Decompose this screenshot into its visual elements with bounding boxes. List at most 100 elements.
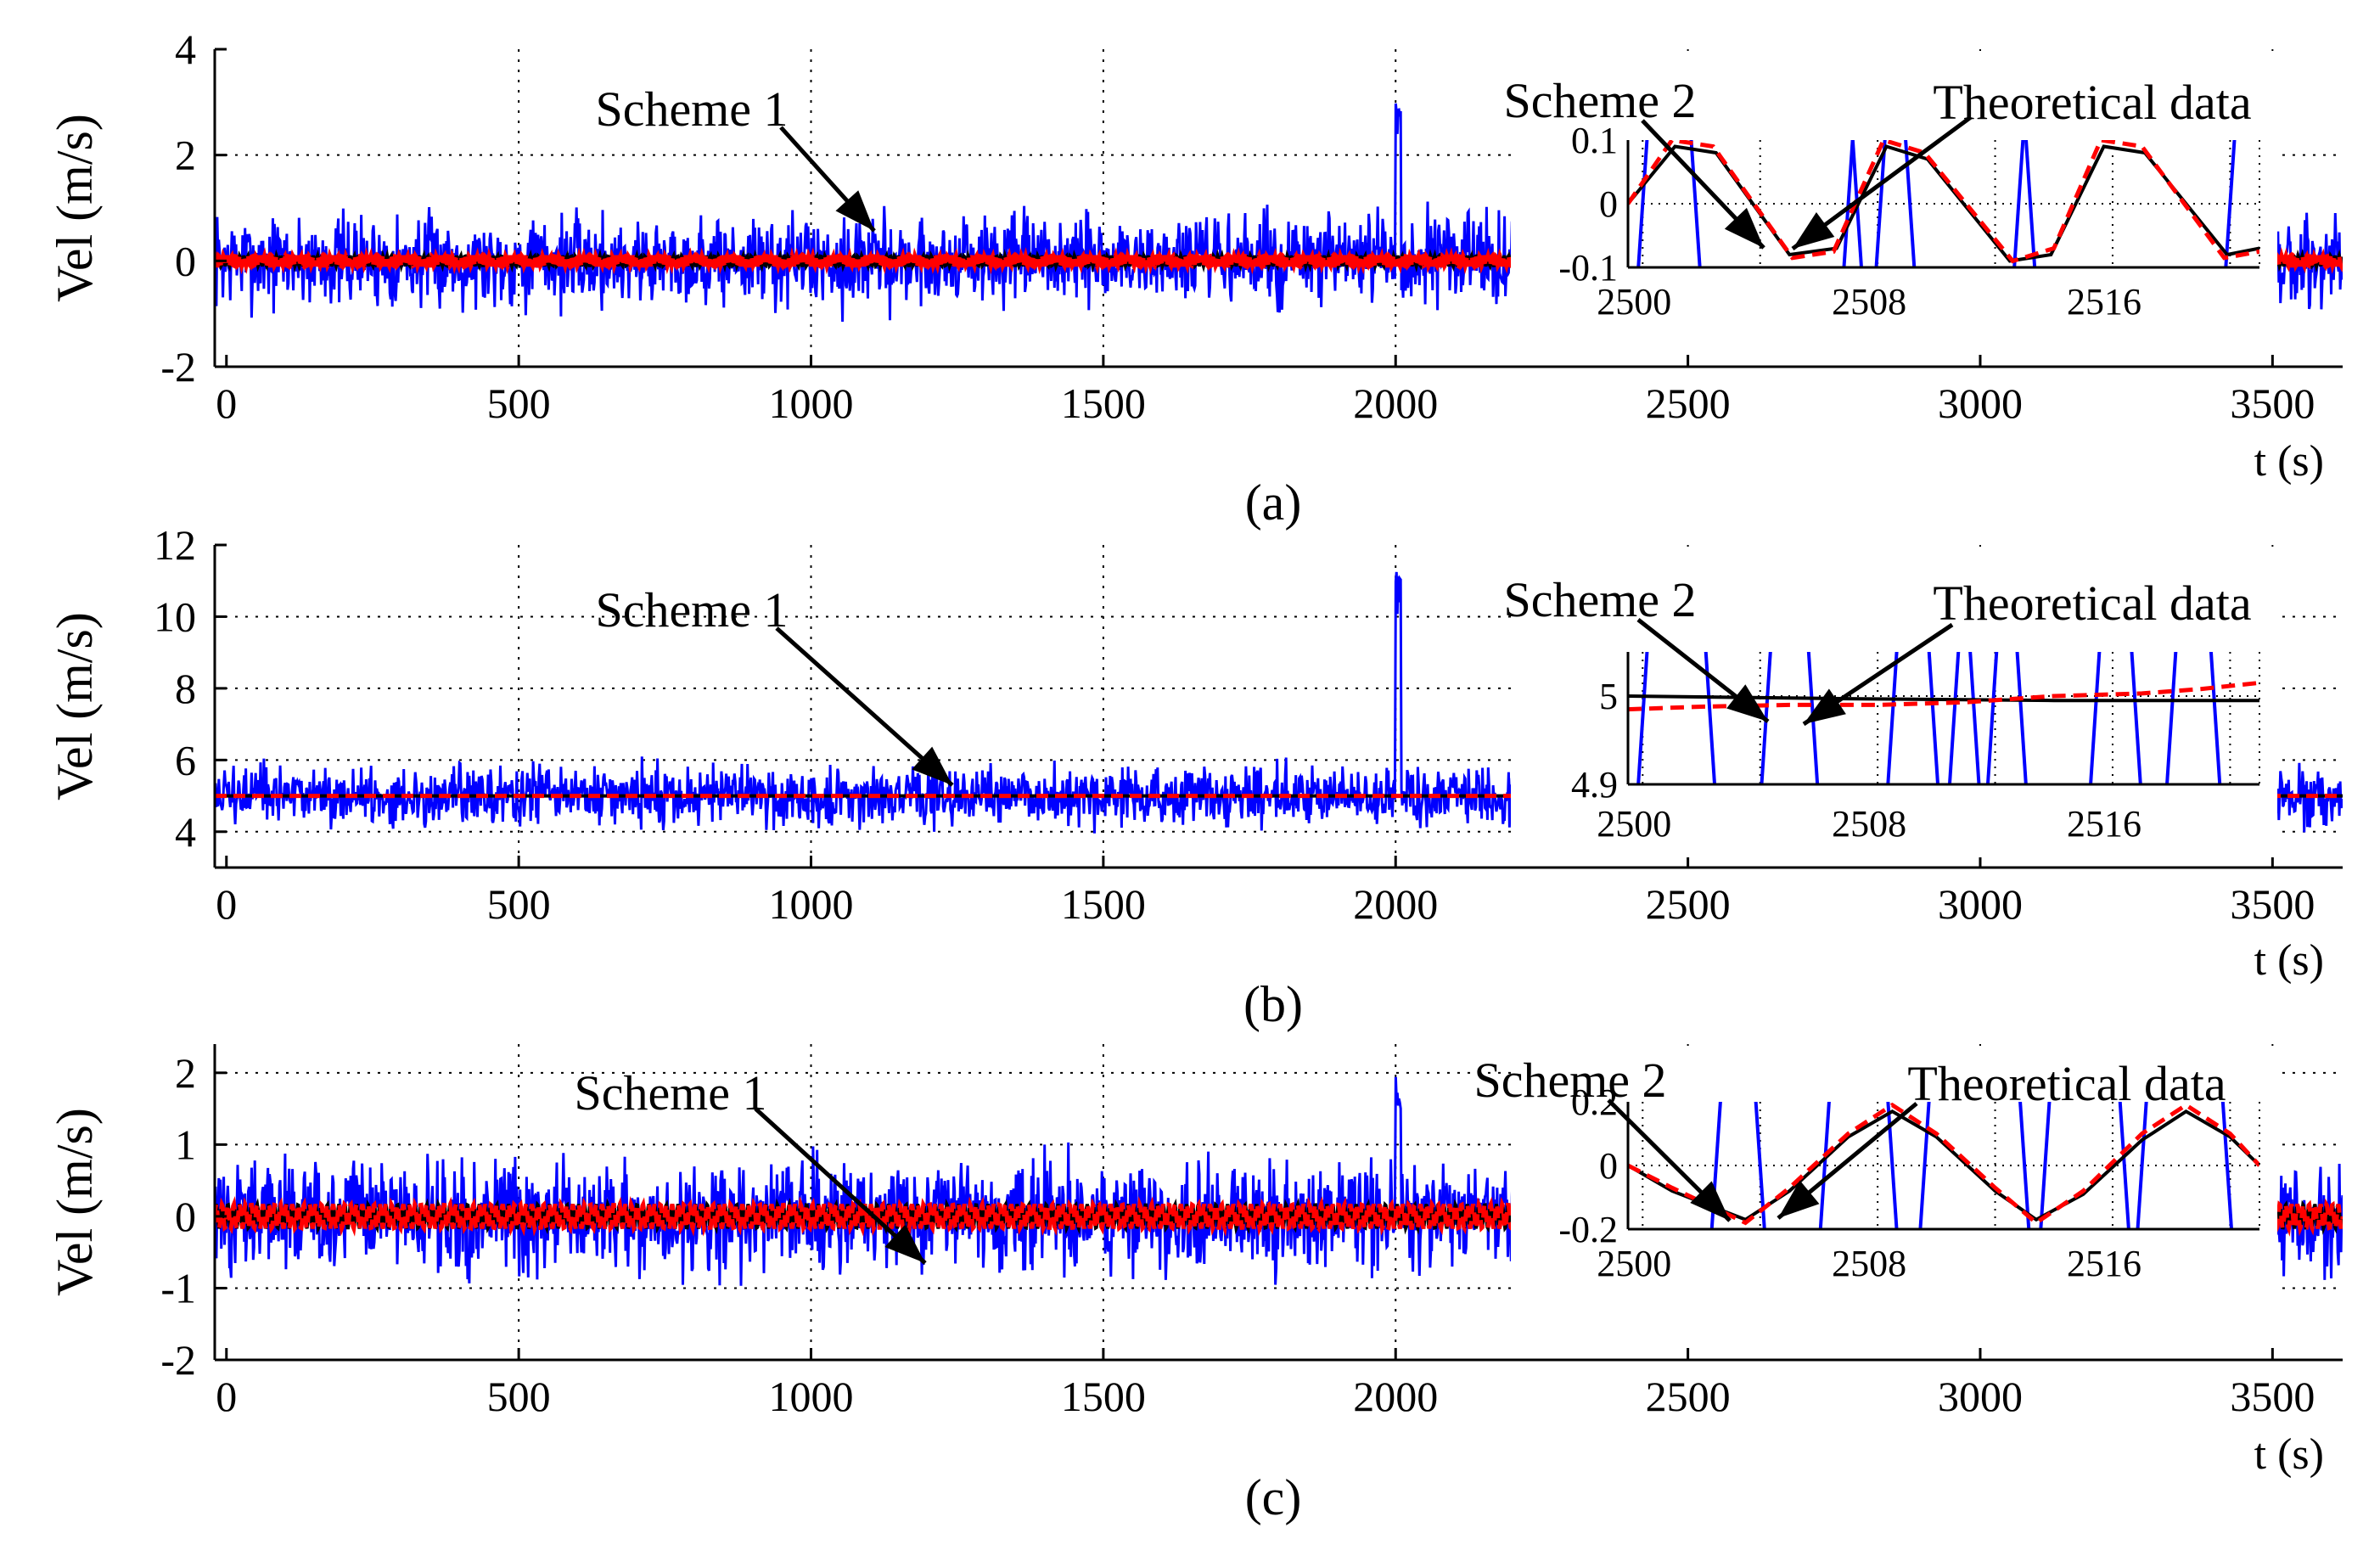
x-tick-label: 1000 bbox=[769, 379, 854, 427]
inset-scheme1-segment bbox=[2018, 1102, 2031, 1229]
panel-a: 0 500 1000 1500 2000 2500 3000 3500 -2 0 2 4 Vel (m/… bbox=[47, 25, 2343, 531]
inset-scheme1-segment bbox=[1818, 1102, 1831, 1229]
x-axis-label: t (s) bbox=[2254, 1430, 2324, 1479]
inset-scheme1-segment bbox=[1985, 652, 1999, 784]
scheme2-arrow-head bbox=[1690, 1181, 1730, 1221]
inset-x-tick-label: 2500 bbox=[1597, 803, 1671, 845]
x-tick-label: 3000 bbox=[1938, 880, 2023, 928]
inset-x-tick-label: 2500 bbox=[1597, 1243, 1671, 1284]
scheme1-annotation: Scheme 1 bbox=[595, 582, 788, 637]
y-tick-label: -2 bbox=[160, 343, 196, 390]
inset-scheme1-segment bbox=[2012, 140, 2025, 267]
inset-scheme2-line bbox=[1628, 1102, 2259, 1226]
y-tick-label: 2 bbox=[175, 132, 196, 179]
inset: 2500 2508 2516 5 4.9 bbox=[1533, 635, 2275, 857]
x-tick-label: 3500 bbox=[2230, 1373, 2315, 1420]
inset-scheme1-segment bbox=[1886, 652, 1899, 784]
inset-y-tick-label: -0.1 bbox=[1558, 247, 1618, 289]
panel-b: 0 500 1000 1500 2000 2500 3000 3500 4 6 8 10 12 Vel (… bbox=[47, 521, 2343, 1032]
inset-y-tick-label: 4.9 bbox=[1571, 764, 1618, 806]
inset-scheme1-segment bbox=[1689, 140, 1702, 267]
inset-scheme1-segment bbox=[1927, 652, 1940, 784]
inset-x-tick-label: 2500 bbox=[1597, 281, 1671, 323]
inset-scheme1-segment bbox=[1904, 140, 1917, 267]
inset-scheme1-segment bbox=[2220, 1102, 2234, 1229]
x-tick-label: 500 bbox=[487, 1373, 551, 1420]
x-tick-label: 0 bbox=[216, 880, 237, 928]
inset: 2500 2508 2516 0.1 0 -0.1 bbox=[1533, 120, 2275, 336]
inset-theoretical-line bbox=[1628, 144, 2259, 263]
x-tick-label: 2000 bbox=[1353, 1373, 1438, 1420]
theoretical-annotation: Theoretical data bbox=[1933, 576, 2251, 631]
x-axis-label: t (s) bbox=[2254, 437, 2324, 486]
inset-scheme2-line bbox=[1628, 140, 2259, 264]
inset-scheme1-segment bbox=[1704, 652, 1717, 784]
panel-caption: (a) bbox=[1245, 475, 1302, 531]
x-tick-label: 500 bbox=[487, 379, 551, 427]
x-tick-label: 1500 bbox=[1061, 1373, 1146, 1420]
theoretical-annotation: Theoretical data bbox=[1933, 75, 2251, 130]
x-tick-label: 2500 bbox=[1646, 880, 1731, 928]
y-tick-label: 10 bbox=[154, 593, 196, 640]
inset-x-tick-label: 2516 bbox=[2067, 1243, 2141, 1284]
inset-y-tick-label: -0.2 bbox=[1558, 1209, 1618, 1250]
x-tick-label: 3000 bbox=[1938, 379, 2023, 427]
inset-background bbox=[1533, 635, 2275, 857]
y-tick-label: 8 bbox=[175, 665, 196, 712]
inset-x-tick-label: 2508 bbox=[1832, 803, 1906, 845]
inset-scheme1-segment bbox=[1918, 1102, 1931, 1229]
theoretical-annotation: Theoretical data bbox=[1907, 1056, 2226, 1111]
y-axis-label: Vel (m/s) bbox=[47, 612, 103, 800]
scheme1-annotation: Scheme 1 bbox=[574, 1065, 766, 1120]
y-tick-label: 6 bbox=[175, 736, 196, 784]
inset-scheme2-line bbox=[1628, 680, 2259, 712]
scheme1-arrow-head bbox=[835, 190, 874, 231]
y-tick-label: 0 bbox=[175, 237, 196, 284]
inset-scheme1-segment bbox=[1636, 652, 1649, 784]
inset-y-tick-label: 0 bbox=[1599, 183, 1618, 225]
scheme2-arrow-head bbox=[1726, 684, 1768, 722]
panel-c: 0 500 1000 1500 2000 2500 3000 3500 -2 -1 0 1 2 Vel (… bbox=[47, 1044, 2343, 1525]
inset-background bbox=[1533, 1090, 2275, 1300]
inset-scheme1-segment bbox=[1709, 1102, 1722, 1229]
x-tick-label: 0 bbox=[216, 1373, 237, 1420]
y-tick-label: 4 bbox=[175, 25, 196, 73]
scheme1-arrow-head bbox=[912, 746, 952, 785]
theoretical-arrow-head bbox=[1804, 688, 1846, 724]
inset-scheme1-segment bbox=[2118, 1102, 2130, 1229]
inset-scheme1-segment bbox=[2024, 140, 2037, 267]
x-axis-label: t (s) bbox=[2254, 936, 2324, 985]
scheme2-arrow-head bbox=[1724, 207, 1764, 248]
x-tick-label: 1000 bbox=[769, 880, 854, 928]
y-tick-label: 0 bbox=[175, 1193, 196, 1240]
inset-scheme1-segment bbox=[2089, 652, 2102, 784]
y-tick-label: 4 bbox=[175, 808, 196, 856]
x-tick-label: 3500 bbox=[2230, 379, 2315, 427]
theoretical-arrow-head bbox=[1793, 212, 1835, 249]
inset-scheme1-segment bbox=[2015, 652, 2028, 784]
panel-caption: (b) bbox=[1243, 976, 1303, 1032]
panel-caption: (c) bbox=[1245, 1469, 1302, 1525]
x-tick-label: 2500 bbox=[1646, 1373, 1731, 1420]
x-tick-label: 2000 bbox=[1353, 379, 1438, 427]
x-tick-label: 1000 bbox=[769, 1373, 854, 1420]
x-tick-label: 1500 bbox=[1061, 379, 1146, 427]
inset-y-tick-label: 5 bbox=[1599, 676, 1618, 717]
inset-x-tick-label: 2508 bbox=[1832, 1243, 1906, 1284]
scheme1-annotation: Scheme 1 bbox=[595, 81, 788, 137]
inset-y-tick-label: 0 bbox=[1599, 1145, 1618, 1187]
inset-scheme1-segment bbox=[1874, 140, 1887, 267]
inset-x-tick-label: 2516 bbox=[2067, 281, 2141, 323]
inset-scheme1-segment bbox=[2165, 652, 2178, 784]
x-tick-label: 3000 bbox=[1938, 1373, 2023, 1420]
y-tick-label: 2 bbox=[175, 1049, 196, 1097]
theoretical-arrow-head bbox=[1778, 1180, 1820, 1218]
x-tick-label: 0 bbox=[216, 379, 237, 427]
inset-scheme1-segment bbox=[2224, 140, 2237, 267]
inset-scheme1-segment bbox=[1947, 652, 1961, 784]
x-tick-label: 3500 bbox=[2230, 880, 2315, 928]
y-tick-label: 12 bbox=[154, 521, 196, 569]
y-tick-label: -1 bbox=[160, 1264, 196, 1311]
